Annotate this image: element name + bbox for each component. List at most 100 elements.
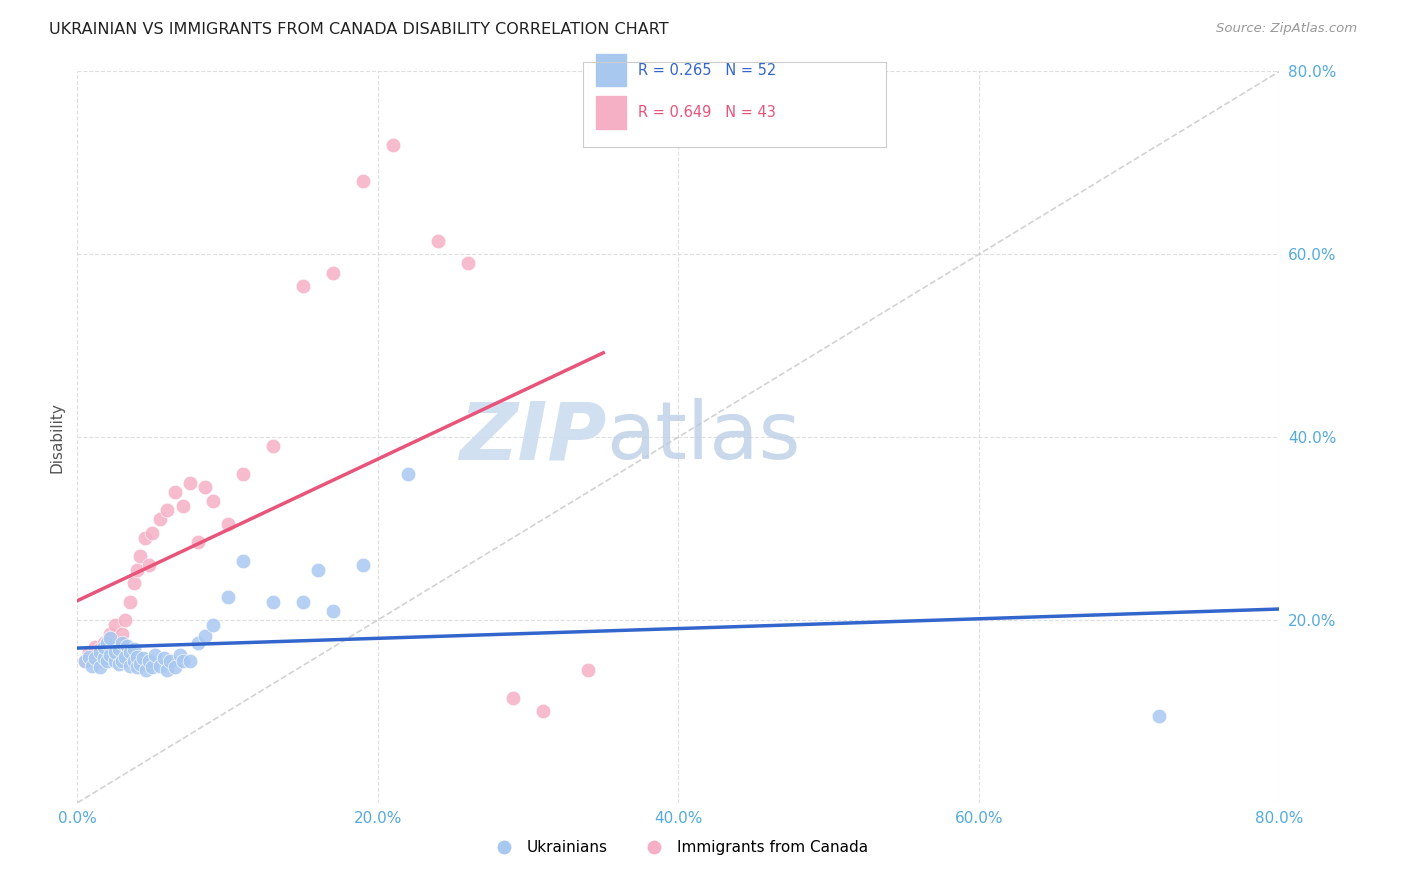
Point (217, 516, 239, 531)
Point (156, 503, 179, 517)
Point (93, 640, 115, 655)
Point (149, 512, 172, 526)
Point (145, 648, 167, 662)
Point (111, 636, 134, 650)
Point (194, 629, 217, 643)
Point (100, 626, 122, 640)
Point (111, 626, 134, 640)
Point (1149, 709, 1171, 723)
Point (89, 642, 111, 657)
Point (129, 549, 152, 563)
Bar (596, 54, 626, 87)
Point (307, 563, 329, 577)
Point (108, 657, 131, 671)
Point (138, 558, 160, 573)
Point (262, 439, 284, 453)
Point (115, 639, 138, 653)
Text: R = 0.265   N = 52: R = 0.265 N = 52 (638, 62, 776, 78)
Point (114, 613, 136, 627)
Point (118, 594, 141, 608)
Point (149, 658, 172, 673)
Point (104, 640, 127, 655)
Y-axis label: Disability: Disability (49, 401, 65, 473)
Point (291, 279, 314, 293)
Point (291, 594, 314, 608)
Point (127, 660, 149, 674)
Point (108, 636, 131, 650)
Point (127, 649, 149, 664)
Point (96, 649, 118, 664)
Point (172, 499, 194, 513)
Point (82, 658, 104, 673)
Text: Source: ZipAtlas.com: Source: ZipAtlas.com (1216, 22, 1357, 36)
Text: UKRAINIAN VS IMMIGRANTS FROM CANADA DISABILITY CORRELATION CHART: UKRAINIAN VS IMMIGRANTS FROM CANADA DISA… (49, 22, 669, 37)
Point (322, 604, 344, 618)
Point (124, 576, 146, 591)
Point (201, 617, 224, 632)
Point (169, 648, 191, 662)
Point (502, 690, 524, 705)
Point (129, 657, 152, 671)
Point (262, 594, 284, 608)
Text: ZIP: ZIP (458, 398, 606, 476)
Point (159, 654, 181, 668)
Point (89, 654, 111, 668)
Point (194, 480, 217, 494)
Point (89, 660, 111, 674)
Point (352, 174, 374, 188)
Point (89, 645, 111, 659)
Point (93, 645, 115, 659)
Text: R = 0.649   N = 43: R = 0.649 N = 43 (638, 105, 776, 120)
Point (396, 467, 419, 481)
Point (352, 558, 374, 573)
Point (457, 256, 479, 270)
Point (427, 234, 450, 248)
Point (135, 663, 157, 677)
Text: atlas: atlas (606, 398, 800, 476)
Point (118, 658, 141, 673)
Point (576, 663, 599, 677)
Point (127, 563, 149, 577)
Point (93, 651, 115, 665)
Point (172, 654, 194, 668)
Point (104, 654, 127, 668)
Point (96, 636, 118, 650)
Point (79, 645, 101, 659)
Point (381, 137, 404, 152)
Point (82, 651, 104, 665)
Point (96, 636, 118, 650)
Point (141, 660, 163, 674)
Point (156, 663, 179, 677)
Point (153, 651, 176, 665)
Point (96, 654, 118, 668)
Point (124, 642, 146, 657)
Point (531, 705, 554, 719)
Point (93, 636, 115, 650)
Point (104, 645, 127, 659)
Point (104, 617, 127, 632)
Point (100, 632, 122, 646)
Point (118, 645, 141, 659)
Point (201, 494, 224, 508)
Point (179, 475, 201, 490)
Point (132, 651, 155, 665)
Point (179, 654, 201, 668)
Point (322, 266, 344, 280)
Point (163, 660, 186, 674)
Point (100, 648, 122, 662)
Point (84, 651, 107, 665)
Point (124, 654, 146, 668)
Point (108, 642, 131, 657)
Bar (596, 96, 626, 128)
Point (187, 636, 209, 650)
Point (232, 553, 254, 567)
Point (114, 649, 136, 664)
Point (163, 485, 186, 500)
Point (232, 467, 254, 481)
Point (134, 531, 156, 545)
Point (73, 654, 96, 668)
Legend: Ukrainians, Immigrants from Canada: Ukrainians, Immigrants from Canada (482, 834, 875, 861)
Point (187, 535, 209, 549)
Point (217, 590, 239, 604)
Point (141, 526, 163, 541)
